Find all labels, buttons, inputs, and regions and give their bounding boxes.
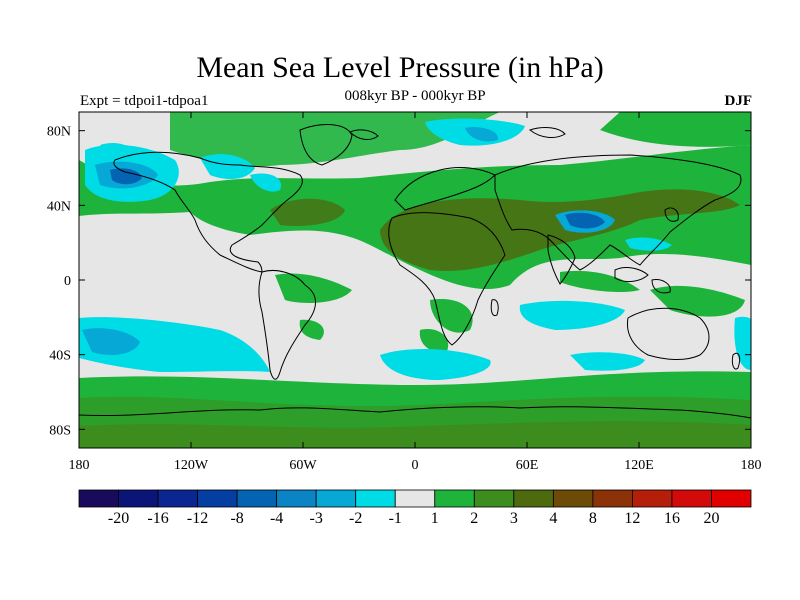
colorbar-swatch: [473, 489, 515, 508]
colorbar-label: -3: [310, 510, 323, 527]
colorbar: -20 -16 -12 -8 -4 -3 -2 -1 1 2 3 4 8 12 16 20: [78, 489, 752, 527]
x-tick-label: 120E: [624, 458, 654, 473]
y-tick-label: 40S: [49, 349, 71, 364]
colorbar-label: 1: [431, 510, 439, 527]
x-tick-label: 180: [741, 458, 762, 473]
colorbar-label: -20: [108, 510, 129, 527]
x-tick-label: 180: [69, 458, 90, 473]
x-tick-label: 60W: [289, 458, 317, 473]
experiment-label: Expt = tdpoi1-tdpoa1: [80, 93, 209, 109]
x-tick-label: 60E: [516, 458, 539, 473]
y-tick-label: 80S: [49, 423, 71, 438]
map-title: Mean Sea Level Pressure (in hPa): [196, 51, 604, 84]
colorbar-swatch: [197, 489, 238, 508]
season-label: DJF: [724, 93, 753, 109]
colorbar-label: 20: [703, 510, 719, 527]
colorbar-swatch: [632, 489, 673, 508]
colorbar-label: -1: [389, 510, 402, 527]
colorbar-swatch: [157, 489, 198, 508]
map-subtitle: 008kyr BP - 000kyr BP: [344, 88, 486, 104]
colorbar-swatch: [355, 489, 396, 508]
map-axes: 180 120W 60W 0 60E 120E 180 80N 40N 0 40S 80S: [47, 112, 762, 473]
colorbar-label: -4: [270, 510, 283, 527]
x-tick-label: 0: [412, 458, 419, 473]
colorbar-swatch: [671, 489, 712, 508]
colorbar-swatch: [552, 489, 594, 508]
colorbar-label: 3: [510, 510, 518, 527]
colorbar-swatch: [78, 489, 119, 508]
pressure-field: [79, 112, 751, 448]
colorbar-swatch: [434, 489, 475, 508]
coastlines: [79, 124, 751, 419]
y-tick-label: 40N: [47, 199, 71, 214]
colorbar-swatch: [592, 489, 633, 508]
colorbar-swatch: [236, 489, 278, 508]
colorbar-label: 2: [470, 510, 478, 527]
colorbar-swatch: [276, 489, 317, 508]
colorbar-label: -12: [187, 510, 208, 527]
colorbar-swatch: [315, 489, 357, 508]
colorbar-swatch: [394, 489, 436, 508]
colorbar-label: -2: [349, 510, 362, 527]
colorbar-swatch: [118, 489, 159, 508]
colorbar-label: 16: [664, 510, 680, 527]
colorbar-swatch: [711, 489, 752, 508]
y-tick-label: 0: [64, 274, 71, 289]
colorbar-label: 8: [589, 510, 597, 527]
colorbar-swatch: [513, 489, 554, 508]
colorbar-label: 4: [549, 510, 557, 527]
colorbar-label: 12: [624, 510, 640, 527]
colorbar-label: -16: [147, 510, 168, 527]
colorbar-label: -8: [230, 510, 243, 527]
y-tick-label: 80N: [47, 125, 71, 140]
x-tick-label: 120W: [174, 458, 209, 473]
